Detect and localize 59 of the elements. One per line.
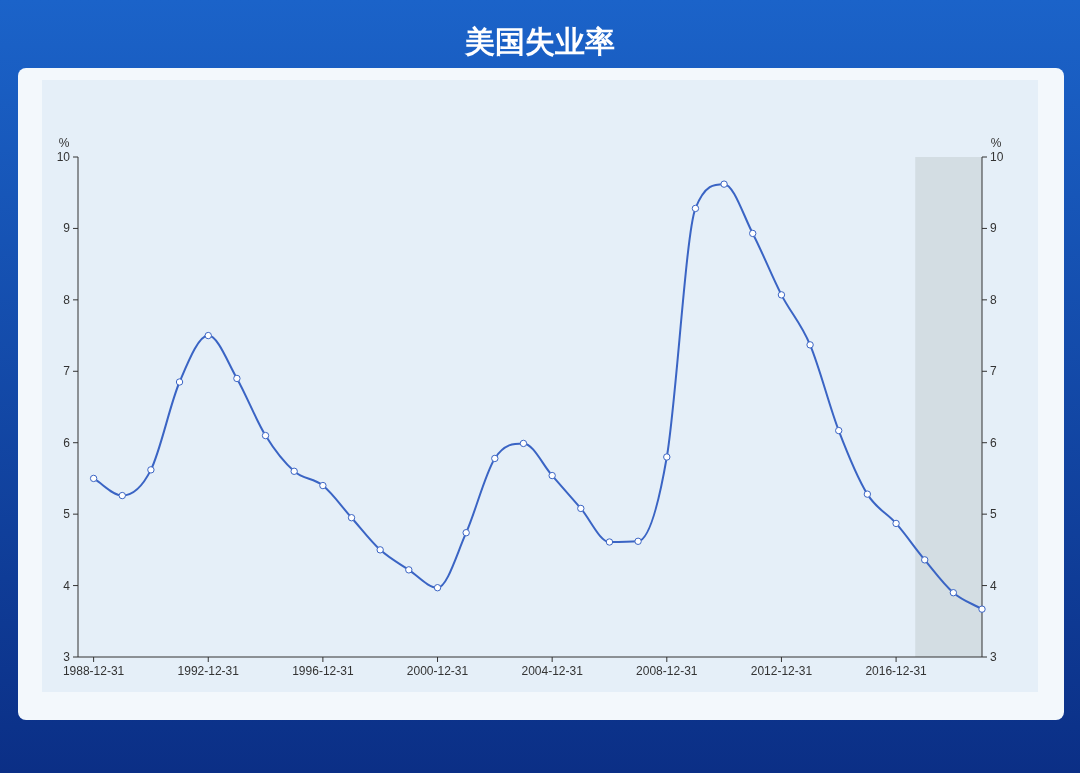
point [548, 471, 556, 480]
point [978, 605, 986, 613]
x-tick-label: 2012-12-31 [750, 664, 813, 678]
x-tick-label: 1996-12-31 [292, 664, 354, 678]
x-tick-label: 1992-12-31 [177, 664, 240, 678]
point [204, 331, 212, 340]
y2-tick-label: 3 [990, 650, 997, 664]
y-tick-label: 7 [63, 364, 71, 379]
y2-tick-label: 7 [990, 364, 997, 379]
point [405, 566, 413, 574]
x-tick-label: 1988-12-31 [62, 664, 125, 678]
point [720, 180, 728, 188]
y2-tick-label: 10 [990, 150, 1004, 164]
y2-tick-label: 4 [990, 578, 997, 593]
point [89, 474, 98, 483]
y-tick-label: 8 [63, 292, 71, 307]
point [175, 378, 184, 386]
point [892, 519, 900, 528]
point [261, 431, 270, 440]
point [577, 504, 585, 513]
point [462, 529, 470, 537]
point [519, 439, 528, 448]
point [663, 453, 671, 461]
y-tick-label: 6 [63, 435, 71, 450]
y-tick-label: 10 [56, 150, 71, 164]
point [118, 491, 126, 500]
y2-axis-title: % [990, 136, 1002, 150]
point [806, 341, 814, 349]
point [433, 584, 442, 592]
x-tick-label: 2008-12-31 [636, 664, 698, 678]
x-tick-label: 2000-12-31 [406, 664, 469, 678]
x-tick-label: 2004-12-31 [521, 664, 584, 678]
y2-tick-label: 6 [990, 435, 997, 450]
point [319, 481, 327, 490]
point [777, 291, 786, 299]
point [147, 466, 155, 474]
point [290, 467, 298, 475]
y2-tick-label: 8 [990, 292, 997, 307]
x-tick-label: 2016-12-31 [865, 664, 928, 678]
point [863, 490, 872, 498]
point [921, 556, 929, 564]
point [233, 374, 241, 383]
y2-tick-label: 9 [990, 221, 997, 236]
chart-title: 美国失业率 [464, 25, 615, 58]
point [605, 538, 614, 546]
point [835, 426, 843, 435]
y-tick-label: 3 [63, 650, 71, 664]
y2-tick-label: 5 [990, 507, 997, 522]
point [634, 537, 642, 545]
y-tick-label: 9 [63, 221, 71, 236]
point [749, 229, 757, 238]
y-tick-label: 4 [63, 578, 71, 593]
point [347, 514, 356, 522]
y-tick-label: 5 [63, 507, 71, 522]
point [376, 546, 384, 554]
point [949, 589, 958, 597]
point [491, 454, 499, 463]
point [691, 204, 700, 213]
y-axis-title: % [58, 136, 70, 150]
